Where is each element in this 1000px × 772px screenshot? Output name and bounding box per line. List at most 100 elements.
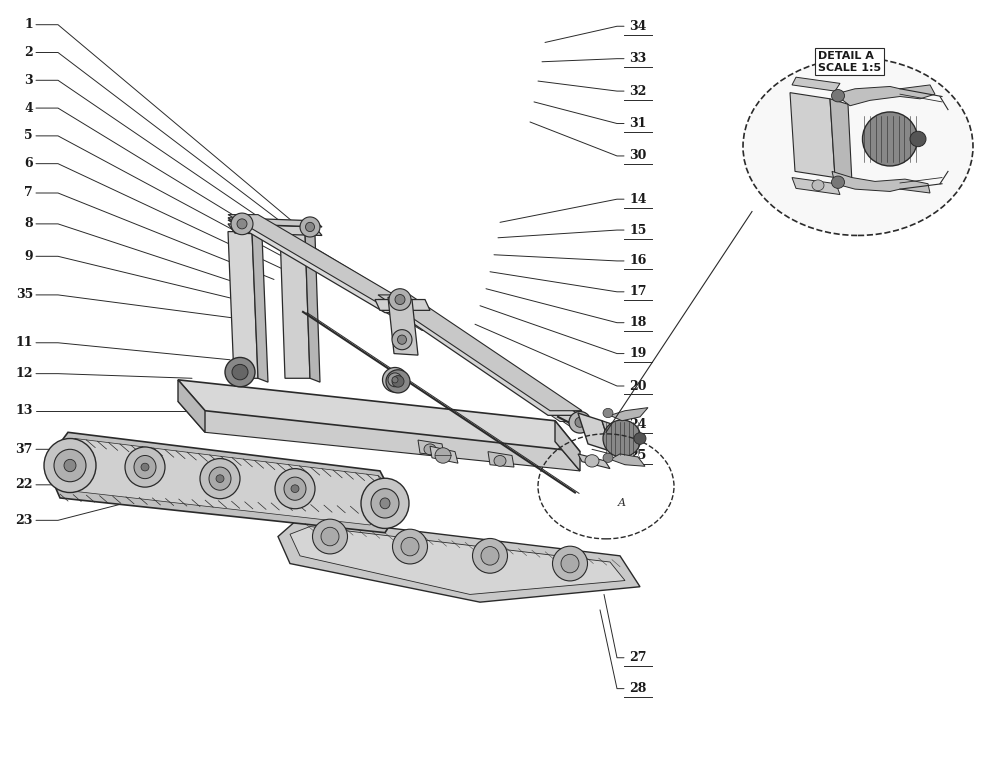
Ellipse shape: [435, 448, 451, 463]
Ellipse shape: [386, 370, 410, 393]
Polygon shape: [228, 224, 322, 235]
Text: 23: 23: [16, 514, 33, 527]
Polygon shape: [430, 446, 458, 463]
Text: 4: 4: [24, 102, 33, 114]
Ellipse shape: [603, 420, 641, 457]
Polygon shape: [280, 232, 310, 378]
Ellipse shape: [275, 469, 315, 509]
Text: 14: 14: [629, 193, 647, 205]
Ellipse shape: [44, 438, 96, 493]
Ellipse shape: [64, 459, 76, 472]
Polygon shape: [835, 85, 935, 106]
Ellipse shape: [125, 447, 165, 487]
Circle shape: [743, 58, 973, 235]
Polygon shape: [228, 218, 322, 227]
Ellipse shape: [54, 449, 86, 482]
Text: 31: 31: [629, 117, 647, 130]
Polygon shape: [792, 178, 840, 195]
Ellipse shape: [371, 489, 399, 518]
Ellipse shape: [300, 217, 320, 237]
Ellipse shape: [603, 408, 613, 418]
Polygon shape: [610, 454, 645, 466]
Ellipse shape: [910, 131, 926, 147]
Text: 13: 13: [16, 405, 33, 417]
Text: 22: 22: [16, 479, 33, 491]
Ellipse shape: [473, 539, 508, 573]
Polygon shape: [290, 527, 625, 594]
Ellipse shape: [392, 377, 398, 383]
Text: 11: 11: [16, 337, 33, 349]
Ellipse shape: [585, 455, 599, 467]
Ellipse shape: [398, 335, 406, 344]
Polygon shape: [402, 312, 603, 428]
Polygon shape: [390, 306, 592, 422]
Text: 32: 32: [629, 85, 647, 97]
Polygon shape: [252, 232, 268, 382]
Ellipse shape: [321, 527, 339, 546]
Text: 30: 30: [629, 150, 647, 162]
Text: 24: 24: [629, 418, 647, 431]
Ellipse shape: [862, 112, 918, 166]
Ellipse shape: [392, 530, 428, 564]
Ellipse shape: [388, 373, 402, 387]
Ellipse shape: [232, 364, 248, 380]
Ellipse shape: [832, 176, 844, 188]
Text: 28: 28: [629, 682, 647, 695]
Ellipse shape: [231, 213, 253, 235]
Ellipse shape: [392, 375, 404, 388]
Ellipse shape: [832, 90, 844, 102]
Text: 34: 34: [629, 20, 647, 32]
Text: 7: 7: [24, 187, 33, 199]
Ellipse shape: [284, 477, 306, 500]
Polygon shape: [388, 297, 418, 355]
Text: 1: 1: [24, 19, 33, 31]
Text: 6: 6: [24, 157, 33, 170]
Polygon shape: [45, 432, 400, 533]
Ellipse shape: [481, 547, 499, 565]
Polygon shape: [412, 317, 612, 432]
Ellipse shape: [401, 537, 419, 556]
Polygon shape: [228, 232, 258, 378]
Text: DETAIL A
SCALE 1:5: DETAIL A SCALE 1:5: [818, 51, 881, 73]
Polygon shape: [555, 421, 580, 471]
Ellipse shape: [306, 222, 314, 232]
Polygon shape: [178, 380, 580, 452]
Text: 3: 3: [24, 74, 33, 86]
Ellipse shape: [389, 289, 411, 310]
Text: 37: 37: [16, 443, 33, 455]
Polygon shape: [228, 220, 415, 313]
Text: 12: 12: [16, 367, 33, 380]
Ellipse shape: [209, 467, 231, 490]
Polygon shape: [602, 421, 628, 457]
Ellipse shape: [380, 498, 390, 509]
Polygon shape: [610, 408, 648, 421]
Polygon shape: [378, 295, 582, 411]
Polygon shape: [830, 99, 852, 183]
Polygon shape: [488, 452, 514, 467]
Polygon shape: [178, 380, 205, 432]
Ellipse shape: [237, 219, 247, 229]
Polygon shape: [792, 77, 840, 91]
Text: 17: 17: [629, 286, 647, 298]
Polygon shape: [305, 232, 320, 382]
Ellipse shape: [361, 478, 409, 528]
Ellipse shape: [603, 453, 613, 462]
Ellipse shape: [141, 463, 149, 471]
Ellipse shape: [395, 295, 405, 304]
Ellipse shape: [569, 411, 591, 433]
Text: 20: 20: [629, 380, 647, 392]
Ellipse shape: [200, 459, 240, 499]
Text: 2: 2: [24, 46, 33, 59]
Polygon shape: [256, 233, 440, 326]
Ellipse shape: [424, 444, 436, 455]
Text: 16: 16: [629, 255, 647, 267]
Polygon shape: [790, 93, 835, 178]
Text: 27: 27: [629, 652, 647, 664]
Text: 15: 15: [629, 224, 647, 236]
Text: 5: 5: [24, 130, 33, 142]
Ellipse shape: [812, 180, 824, 191]
Ellipse shape: [494, 455, 506, 466]
Ellipse shape: [134, 455, 156, 479]
Ellipse shape: [634, 432, 646, 445]
Text: 33: 33: [629, 52, 647, 65]
